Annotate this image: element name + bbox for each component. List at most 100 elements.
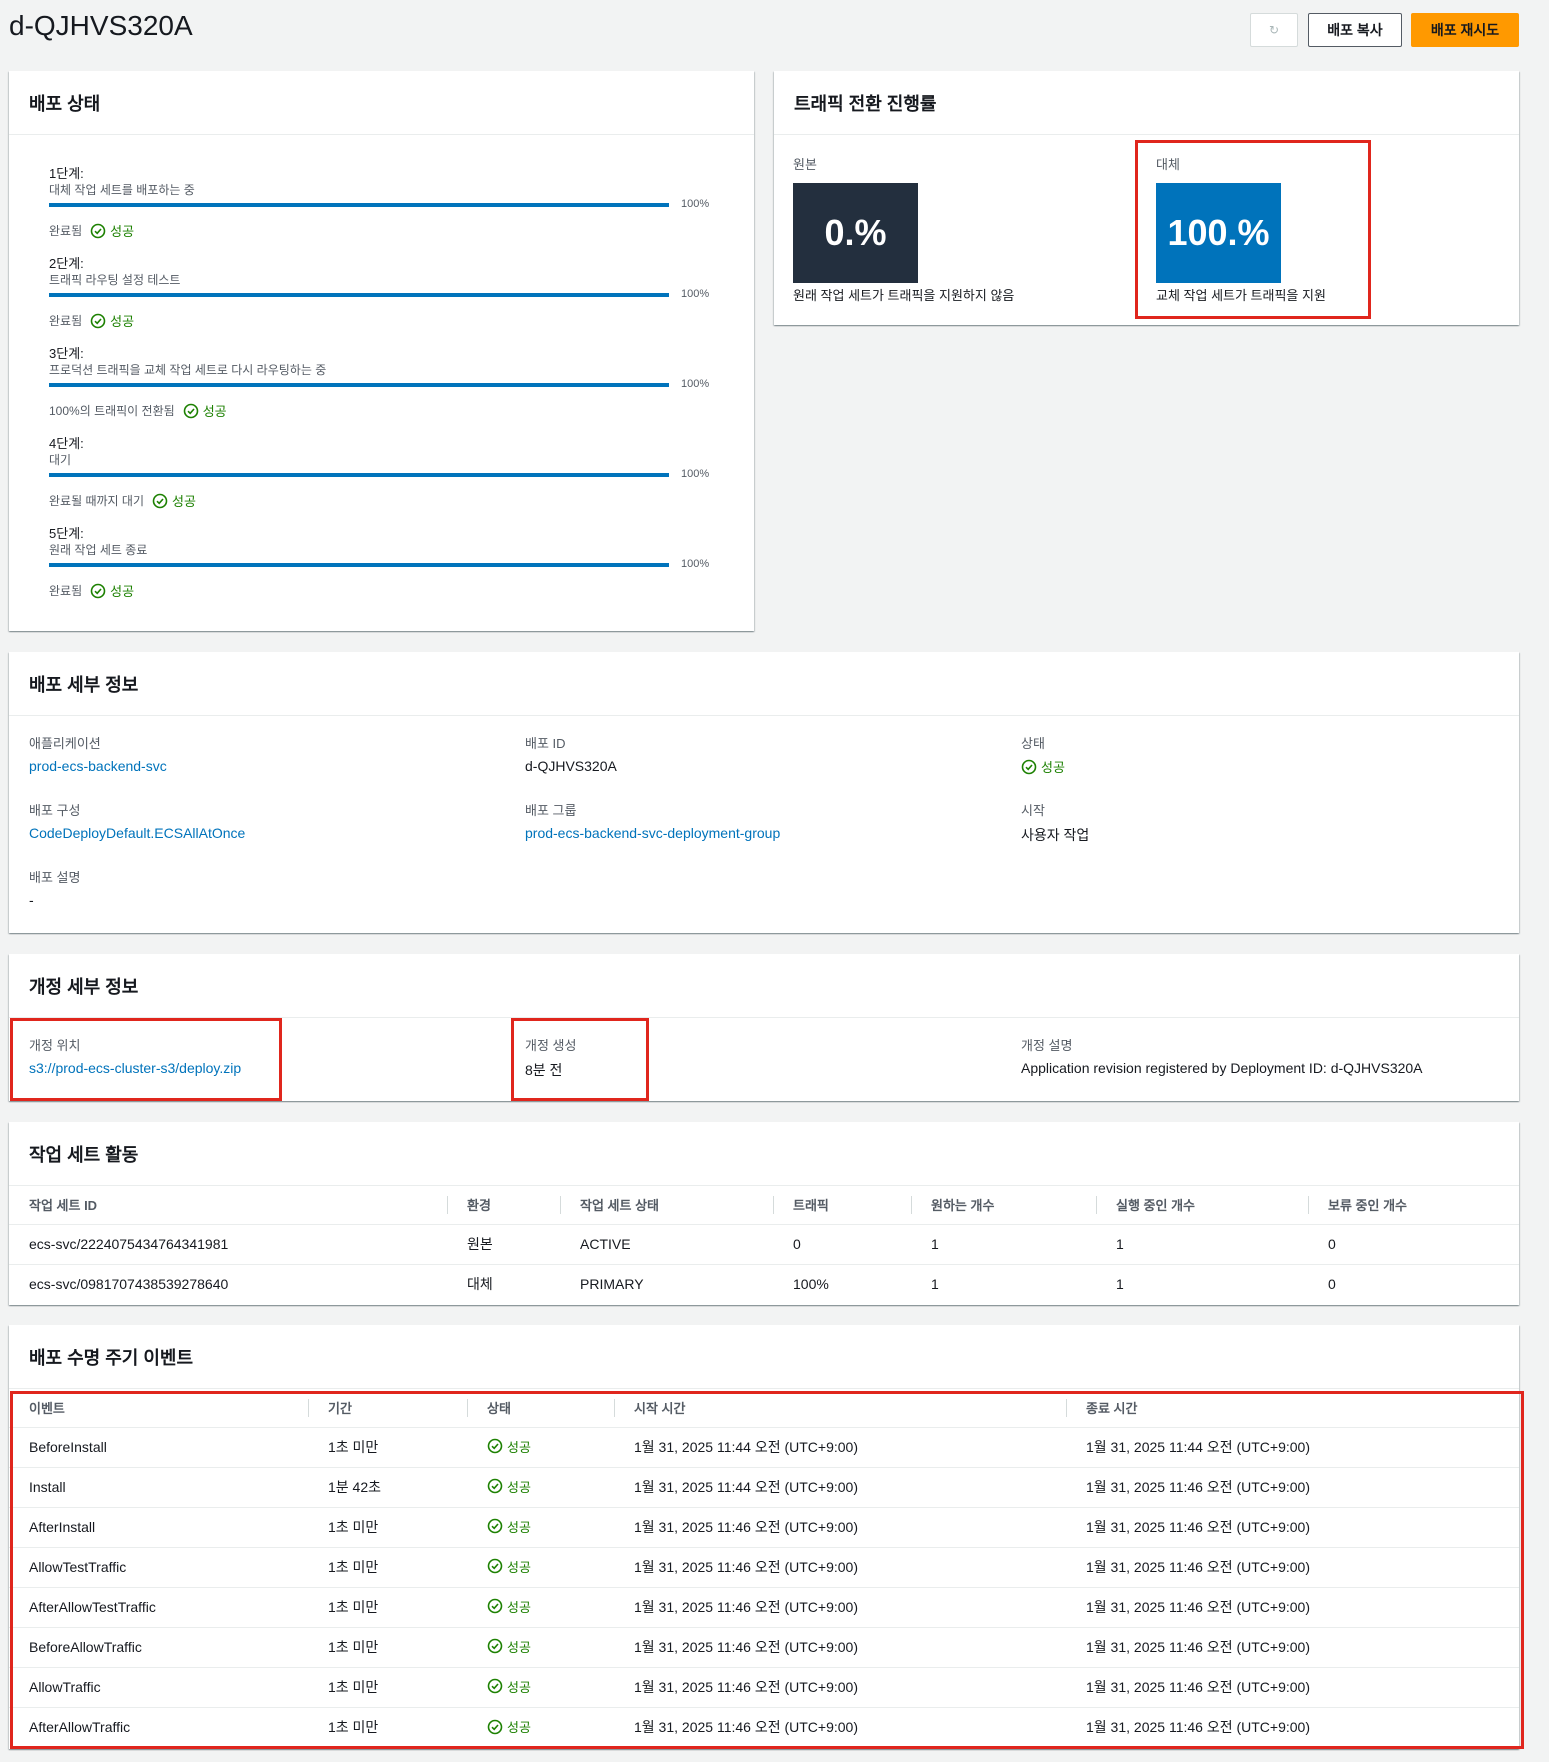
step-subtitle: 대기 <box>49 453 72 467</box>
traffic-shift-panel: 트래픽 전환 진행률 원본 0.% 원래 작업 세트가 트래픽을 지원하지 않음… <box>774 71 1519 325</box>
success-check-icon <box>487 1518 503 1534</box>
step-result-text: 성공 <box>110 314 135 329</box>
column-header[interactable]: 트래픽 <box>773 1186 911 1225</box>
status-badge: 성공 <box>487 1557 531 1576</box>
initiated-value: 사용자 작업 <box>1021 827 1090 843</box>
deployment-step: 2단계: 트래픽 라우팅 설정 테스트 100% 완료됨 성공 <box>49 253 719 343</box>
status-badge: 성공 <box>1021 757 1065 776</box>
step-status: 완료될 때까지 대기 성공 <box>49 491 196 510</box>
step-progress-bar <box>49 563 669 567</box>
column-header[interactable]: 원하는 개수 <box>911 1186 1096 1225</box>
status-text: 성공 <box>507 1679 531 1695</box>
column-header-label: 트래픽 <box>793 1198 829 1214</box>
column-header[interactable]: 작업 세트 상태 <box>560 1186 773 1225</box>
application-link[interactable]: prod-ecs-backend-svc <box>29 758 167 774</box>
event-status-cell: 성공 <box>467 1627 614 1668</box>
column-header[interactable]: 종료 시간 <box>1066 1389 1519 1428</box>
status-text: 성공 <box>507 1599 531 1615</box>
step-title: 2단계: <box>49 256 84 271</box>
refresh-button[interactable]: ↻ <box>1250 13 1298 47</box>
column-header[interactable]: 시작 시간 <box>614 1389 1066 1428</box>
column-header[interactable]: 작업 세트 ID <box>9 1186 447 1225</box>
step-status-text: 100%의 트래픽이 전환됨 <box>49 404 175 418</box>
table-cell: ecs-svc/0981707438539278640 <box>29 1276 229 1293</box>
table-cell: 1초 미만 <box>308 1547 467 1588</box>
retry-deployment-button[interactable]: 배포 재시도 <box>1411 13 1519 47</box>
step-progress-track <box>49 203 669 207</box>
table-row: ecs-svc/2224075434764341981 원본 ACTIVE 0 1 1 0 <box>9 1224 1519 1265</box>
step-progress-bar <box>49 203 669 207</box>
table-cell: AllowTestTraffic <box>9 1547 308 1588</box>
original-traffic-caption: 원래 작업 세트가 트래픽을 지원하지 않음 <box>793 288 1015 303</box>
column-header-label: 실행 중인 개수 <box>1116 1198 1195 1214</box>
table-cell: 1초 미만 <box>308 1587 467 1628</box>
step-result-text: 성공 <box>202 404 227 419</box>
column-header-label: 보류 중인 개수 <box>1328 1198 1407 1214</box>
table-cell: 1초 미만 <box>308 1627 467 1668</box>
status-label: 상태 <box>1021 736 1045 751</box>
page-title: d-QJHVS320A <box>9 10 193 41</box>
table-cell: 1월 31, 2025 11:46 오전 (UTC+9:00) <box>1066 1507 1519 1548</box>
task-set-activity-panel: 작업 세트 활동 작업 세트 ID 환경 작업 세트 상태 트래픽 원하는 개수 실행 중… <box>9 1122 1519 1305</box>
copy-deployment-button[interactable]: 배포 복사 <box>1308 13 1402 47</box>
column-header[interactable]: 이벤트 <box>9 1389 308 1428</box>
panel-heading: 배포 세부 정보 <box>9 652 1519 716</box>
panel-heading: 작업 세트 활동 <box>9 1122 1519 1186</box>
step-title: 3단계: <box>49 346 84 361</box>
column-header[interactable]: 상태 <box>467 1389 614 1428</box>
step-subtitle: 프로덕션 트래픽을 교체 작업 세트로 다시 라우팅하는 중 <box>49 363 327 377</box>
column-header-label: 이벤트 <box>29 1401 65 1417</box>
event-status-cell: 성공 <box>467 1547 614 1588</box>
step-title: 4단계: <box>49 436 84 451</box>
status-text: 성공 <box>507 1720 531 1735</box>
application-label: 애플리케이션 <box>29 736 101 751</box>
config-link[interactable]: CodeDeployDefault.ECSAllAtOnce <box>29 825 246 841</box>
deployment-id-label: 배포 ID <box>525 736 566 751</box>
original-traffic-value: 0.% <box>793 183 918 283</box>
status-badge: 성공 <box>487 1517 531 1536</box>
table-row: Install 1분 42초 성공 1월 31, 2025 11:44 오전 (UTC… <box>9 1467 1519 1508</box>
status-text: 성공 <box>507 1559 531 1575</box>
success-check-icon <box>487 1558 503 1574</box>
deployment-step: 1단계: 대체 작업 세트를 배포하는 중 100% 완료됨 성공 <box>49 163 719 253</box>
replacement-traffic-value: 100.% <box>1156 183 1281 283</box>
column-header[interactable]: 환경 <box>447 1186 560 1225</box>
table-cell: 1월 31, 2025 11:46 오전 (UTC+9:00) <box>1066 1587 1519 1628</box>
step-status: 완료됨 성공 <box>49 311 134 330</box>
event-status-cell: 성공 <box>467 1467 614 1508</box>
step-progress-track <box>49 473 669 477</box>
step-result-text: 성공 <box>110 224 135 239</box>
table-cell: 1분 42초 <box>308 1467 467 1508</box>
success-check-icon <box>90 583 106 598</box>
column-header[interactable]: 보류 중인 개수 <box>1308 1186 1519 1225</box>
success-check-icon <box>487 1678 503 1694</box>
revision-created-value: 8분 전 <box>525 1062 563 1078</box>
column-header[interactable]: 실행 중인 개수 <box>1096 1186 1308 1225</box>
revision-details-panel: 개정 세부 정보 개정 위치 s3://prod-ecs-cluster-s3/… <box>9 954 1519 1101</box>
deployment-step: 4단계: 대기 100% 완료될 때까지 대기 성공 <box>49 433 719 523</box>
step-result: 성공 <box>152 491 196 510</box>
step-result-text: 성공 <box>110 584 135 599</box>
task-set-table: 작업 세트 ID 환경 작업 세트 상태 트래픽 원하는 개수 실행 중인 개수 보류 중인… <box>9 1186 1519 1304</box>
step-subtitle: 트래픽 라우팅 설정 테스트 <box>49 273 181 287</box>
step-progress-track <box>49 293 669 297</box>
description-label: 배포 설명 <box>29 870 81 885</box>
table-row: AfterAllowTraffic 1초 미만 성공 1월 31, 2025 11:4… <box>9 1707 1519 1747</box>
table-cell: 1월 31, 2025 11:46 오전 (UTC+9:00) <box>1066 1667 1519 1708</box>
column-header[interactable]: 기간 <box>308 1389 467 1428</box>
success-check-icon <box>487 1478 503 1494</box>
deployment-group-link[interactable]: prod-ecs-backend-svc-deployment-group <box>525 825 781 841</box>
step-progress-percent: 100% <box>681 198 710 210</box>
revision-location-link[interactable]: s3://prod-ecs-cluster-s3/deploy.zip <box>29 1060 242 1076</box>
event-status-cell: 성공 <box>467 1427 614 1468</box>
status-badge: 성공 <box>487 1437 531 1456</box>
step-status-text: 완료될 때까지 대기 <box>49 494 144 508</box>
table-row: AllowTraffic 1초 미만 성공 1월 31, 2025 11:46 오전 … <box>9 1667 1519 1708</box>
deployment-step: 3단계: 프로덕션 트래픽을 교체 작업 세트로 다시 라우팅하는 중 100% 10… <box>49 343 719 433</box>
table-cell: 1 <box>1116 1276 1124 1293</box>
column-header-label: 원하는 개수 <box>931 1198 995 1214</box>
event-status-cell: 성공 <box>467 1507 614 1548</box>
success-check-icon <box>487 1598 503 1614</box>
status-badge: 성공 <box>487 1477 531 1496</box>
event-status-cell: 성공 <box>467 1587 614 1628</box>
